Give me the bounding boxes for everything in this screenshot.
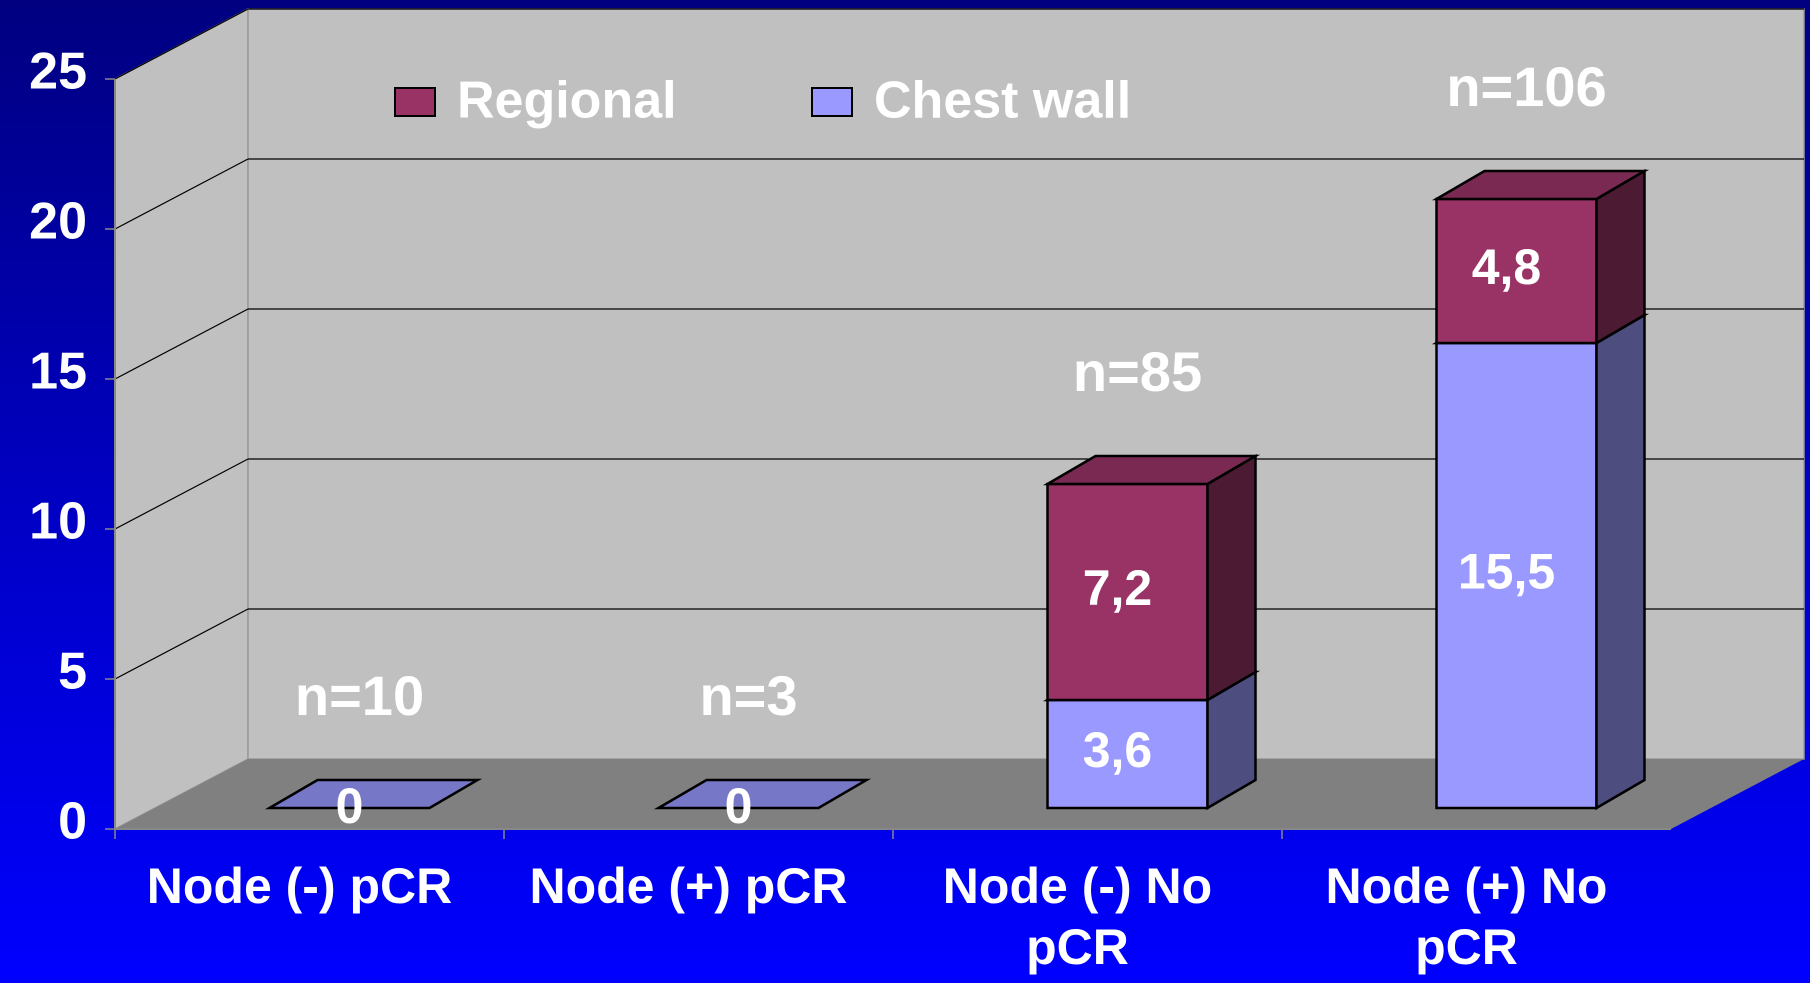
grid-line-side — [114, 608, 249, 680]
bar-top — [1042, 454, 1261, 486]
bar-side — [1206, 453, 1257, 703]
value-label: 0 — [336, 778, 364, 834]
bar-top — [1431, 169, 1650, 201]
bar-segment — [1042, 453, 1261, 703]
annotation: n=106 — [1446, 55, 1606, 118]
bar-top — [264, 778, 483, 810]
grid-line-side — [114, 308, 249, 380]
value-label: 0 — [725, 778, 753, 834]
bar-segment — [653, 778, 872, 810]
annotation: n=10 — [295, 664, 424, 727]
value-label: 4,8 — [1472, 239, 1542, 295]
y-tick-label: 20 — [29, 193, 87, 251]
y-tick-label: 10 — [29, 493, 87, 551]
bar-front — [1435, 341, 1598, 810]
bar-top — [653, 778, 872, 810]
value-label: 15,5 — [1458, 544, 1555, 600]
x-tick-label: Node (-) No pCR — [942, 858, 1213, 975]
grid-line-side — [114, 158, 249, 230]
bar-front — [1046, 698, 1209, 810]
side-wall — [114, 7, 249, 831]
x-tick-label: Node (-) pCR — [146, 858, 453, 914]
value-label: 3,6 — [1083, 722, 1153, 778]
legend-label: Regional — [457, 72, 677, 130]
y-tick-label: 25 — [29, 43, 87, 101]
legend-label: Chest wall — [874, 72, 1131, 130]
grid-line-side — [114, 458, 249, 530]
bar-side — [1595, 168, 1646, 346]
bar-segment — [1431, 168, 1650, 346]
y-tick-label: 5 — [58, 643, 87, 701]
y-tick-label: 0 — [58, 793, 87, 851]
legend-swatch — [394, 87, 436, 117]
value-label: 7,2 — [1083, 560, 1153, 616]
bar-front — [1046, 482, 1209, 702]
annotation: n=85 — [1073, 340, 1202, 403]
grid-line — [114, 8, 1804, 80]
bar-segment — [264, 778, 483, 810]
y-tick-label: 15 — [29, 343, 87, 401]
grid-line-side — [114, 8, 249, 80]
x-tick-label: Node (+) No pCR — [1325, 858, 1608, 975]
bar-side — [1595, 312, 1646, 811]
floor — [115, 759, 1804, 829]
legend-swatch — [811, 87, 853, 117]
x-tick-label: Node (+) pCR — [529, 858, 848, 914]
grid-line — [114, 158, 1804, 230]
annotation: n=3 — [699, 664, 797, 727]
